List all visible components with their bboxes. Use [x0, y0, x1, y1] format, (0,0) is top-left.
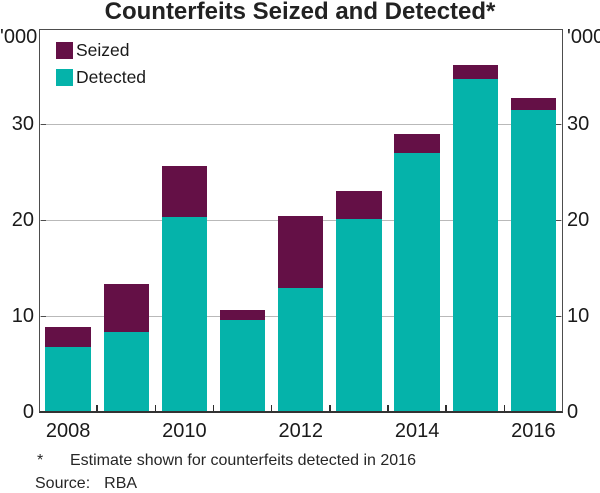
detected-swatch	[56, 69, 73, 86]
y-axis-label-right-0: 0	[567, 401, 579, 423]
x-axis-tick-3	[212, 405, 215, 412]
y-tick-right-10	[556, 315, 561, 318]
bar-2016-detected	[510, 110, 557, 413]
x-axis-tick-8	[503, 405, 506, 412]
y-axis-label-left-30: 30	[11, 113, 34, 135]
bar-2010-detected	[161, 216, 208, 413]
x-axis-tick-4	[270, 405, 273, 412]
gridline-30	[40, 124, 562, 125]
bar-2011-seized	[219, 309, 266, 321]
bar-2012-seized	[278, 215, 324, 288]
x-axis-tick-7	[445, 405, 447, 412]
bar-2013-seized	[336, 190, 382, 219]
y-axis-label-right-10: 10	[567, 305, 590, 327]
y-tick-left-30	[40, 123, 46, 126]
legend: Seized Detected	[56, 40, 146, 88]
x-axis-year-label-2012: 2012	[278, 420, 324, 442]
x-axis-year-label-2014: 2014	[394, 420, 440, 442]
y-axis-unit-right: '000	[567, 26, 600, 48]
y-axis-label-left-20: 20	[11, 209, 34, 231]
y-axis-label-left-0: 0	[22, 401, 34, 423]
y-axis-label-right-20: 20	[567, 209, 590, 231]
y-tick-right-20	[556, 219, 561, 222]
y-axis-label-left-10: 10	[11, 305, 34, 327]
x-axis-year-label-2008: 2008	[45, 420, 91, 442]
bar-2014-seized	[394, 134, 440, 154]
y-tick-left-10	[40, 315, 46, 318]
bar-2015-seized	[452, 64, 498, 80]
bar-2008-detected	[45, 347, 91, 413]
footnote-marker: *	[37, 452, 44, 469]
x-axis-tick-5	[329, 405, 331, 412]
source-value: RBA	[104, 475, 138, 492]
footnote-text: Estimate shown for counterfeits detected…	[70, 452, 416, 469]
x-axis-tick-2	[154, 405, 157, 412]
legend-item-seized: Seized	[56, 40, 146, 61]
source-label: Source:	[35, 475, 91, 492]
y-tick-right-30	[556, 123, 561, 126]
legend-item-detected: Detected	[56, 67, 146, 88]
bar-2009-seized	[103, 283, 149, 332]
bar-2013-detected	[336, 218, 382, 413]
y-tick-left-20	[40, 219, 46, 222]
x-axis-year-label-2010: 2010	[162, 420, 207, 442]
source-line: Source: RBA	[35, 475, 137, 493]
chart-title: Counterfeits Seized and Detected*	[104, 0, 496, 25]
bar-2016-seized	[510, 97, 557, 111]
bar-2008-seized	[45, 327, 91, 348]
y-axis-unit-left: '000	[0, 26, 38, 48]
x-axis-tick-6	[387, 405, 389, 412]
legend-label-detected: Detected	[76, 67, 147, 87]
bar-2011-detected	[219, 320, 266, 413]
bar-2010-seized	[161, 165, 208, 217]
x-axis-year-label-2016: 2016	[511, 420, 556, 442]
y-axis-label-right-30: 30	[567, 113, 590, 135]
legend-label-seized: Seized	[76, 40, 130, 60]
seized-swatch	[56, 42, 73, 59]
bar-2012-detected	[278, 287, 324, 413]
footnote: * Estimate shown for counterfeits detecte…	[37, 452, 416, 470]
bar-2015-detected	[452, 79, 498, 413]
bar-2014-detected	[394, 153, 440, 413]
bar-2009-detected	[103, 331, 149, 413]
x-axis-tick-1	[96, 405, 98, 412]
